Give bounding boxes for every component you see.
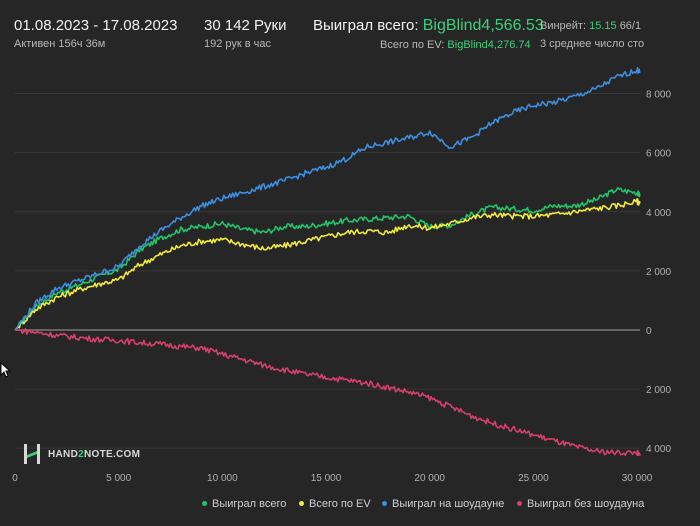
legend-item-ev[interactable]: Всего по EV [299, 498, 371, 510]
series-line-2 [14, 66, 641, 331]
x-tick-label: 20 000 [414, 473, 445, 484]
grid [15, 93, 640, 449]
average-stack: 3 среднее число сто [540, 38, 645, 50]
winrate-value: 15.15 [589, 20, 617, 32]
legend-item-won[interactable]: Выиграл всего [202, 498, 286, 510]
hand2note-wordmark: HAND2NOTE.COM [48, 448, 141, 460]
y-tick-label: 6 000 [646, 149, 671, 160]
stats-header: 01.08.2023 - 17.08.2023 Активен 156ч 36м… [0, 0, 700, 62]
x-tick-label: 30 000 [622, 473, 653, 484]
hand2note-logo: HAND2NOTE.COM [22, 442, 140, 466]
x-axis-ticks: 0 5 000 10 000 15 000 20 000 25 000 30 000 [12, 473, 653, 484]
series-line-0 [14, 187, 641, 331]
legend-item-no-showdown[interactable]: Выиграл без шоудауна [517, 498, 644, 510]
legend-dot [202, 500, 207, 506]
ev-total: Всего по EV: BigBlind4,276.74 [380, 39, 531, 51]
x-tick-label: 5 000 [106, 473, 131, 484]
x-tick-label: 25 000 [518, 473, 549, 484]
chart-legend: Выиграл всего Всего по EV Выиграл на шоу… [200, 498, 700, 514]
legend-dot [517, 500, 522, 506]
y-axis-ticks: 8 000 6 000 4 000 2 000 0 2 000 4 000 [646, 90, 671, 456]
x-tick-label: 0 [12, 473, 18, 484]
mouse-cursor-icon [0, 362, 12, 378]
legend-label: Всего по EV [309, 498, 371, 510]
series-lines [14, 66, 641, 457]
winrate-extra: 66/1 [619, 20, 642, 32]
legend-item-showdown[interactable]: Выиграл на шоудауне [382, 498, 504, 510]
x-tick-label: 10 000 [207, 473, 238, 484]
y-tick-label: 4 000 [646, 208, 671, 219]
y-tick-label: 8 000 [646, 90, 671, 101]
won-total-label: Выиграл всего: [313, 17, 419, 34]
winrate: Винрейт: 15.15 66/1 [540, 20, 700, 32]
legend-dot [382, 500, 387, 506]
x-tick-label: 15 000 [311, 473, 342, 484]
winrate-label: Винрейт: [540, 20, 587, 32]
active-time: Активен 156ч 36м [14, 38, 106, 50]
series-line-3 [14, 328, 641, 457]
series-line-1 [14, 198, 641, 331]
legend-label: Выиграл на шоудауне [392, 498, 505, 510]
hands-count: 30 142 Руки [204, 17, 287, 34]
hands-per-hour: 192 рук в час [204, 38, 272, 50]
legend-label: Выиграл без шоудауна [527, 498, 645, 510]
won-total-value: BigBlind4,566.53 [422, 17, 544, 34]
y-tick-label: 4 000 [646, 444, 671, 455]
ev-total-label: Всего по EV: [380, 39, 445, 51]
hand2note-icon [24, 444, 40, 464]
y-tick-label: 0 [646, 326, 652, 337]
won-total: Выиграл всего: BigBlind4,566.53 [313, 17, 544, 35]
profit-chart: 8 000 6 000 4 000 2 000 0 2 000 4 000 0 5 000 10… [12, 66, 671, 484]
date-range: 01.08.2023 - 17.08.2023 [14, 17, 178, 34]
y-tick-label: 2 000 [646, 385, 671, 396]
legend-dot [299, 500, 304, 506]
legend-label: Выиграл всего [212, 498, 287, 510]
y-tick-label: 2 000 [646, 267, 671, 278]
ev-total-value: BigBlind4,276.74 [447, 39, 531, 51]
